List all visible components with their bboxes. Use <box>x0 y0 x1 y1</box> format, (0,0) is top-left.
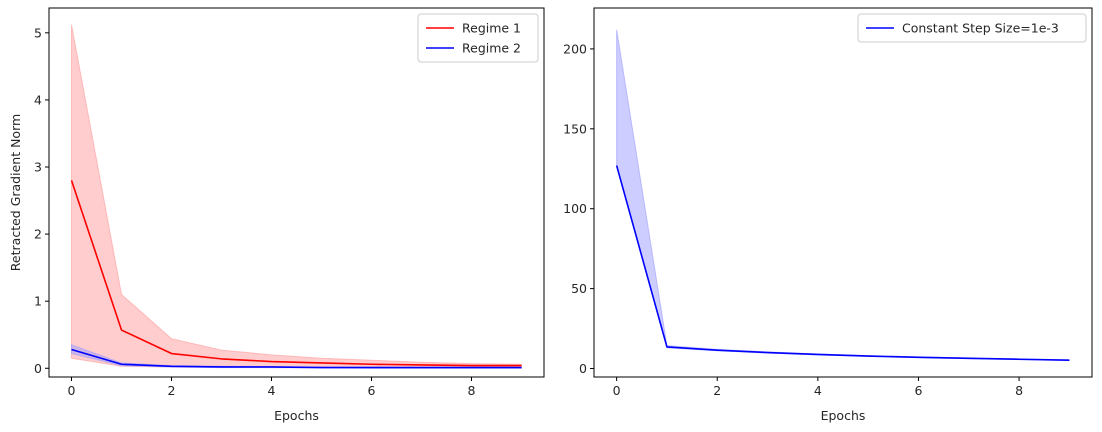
left-y-tick-label: 3 <box>34 160 42 175</box>
right-plot-frame <box>593 7 1093 378</box>
left-y-tick-label: 1 <box>34 294 42 309</box>
left-y-axis-title: Retracted Gradient Norm <box>8 114 23 271</box>
right-y-tick-label: 100 <box>563 201 587 216</box>
right-y-tick-label: 0 <box>579 361 587 376</box>
right-legend-label-1: Constant Step Size=1e-3 <box>902 21 1059 36</box>
right-legend: Constant Step Size=1e-3 <box>857 13 1087 43</box>
right-x-tick-label: 0 <box>613 383 621 398</box>
left-legend-label-1: Regime 1 <box>462 21 521 36</box>
left-x-tick-label: 8 <box>468 383 476 398</box>
right-series-line-1 <box>615 165 1070 362</box>
right-band-1 <box>616 29 1070 362</box>
right-x-tick-label: 6 <box>914 383 922 398</box>
left-x-axis-title: Epochs <box>274 408 319 423</box>
left-y-tick-label: 0 <box>34 361 42 376</box>
left-band-1 <box>71 24 522 369</box>
right-x-tick-label: 8 <box>1015 383 1023 398</box>
right-y-tick-label: 50 <box>571 281 587 296</box>
left-chart-panel: 0 2 4 6 8 0 1 2 3 4 5 Epochs Retracted Gradient N… <box>8 7 545 423</box>
left-legend-label-2: Regime 2 <box>462 41 521 56</box>
left-y-tick-label: 5 <box>34 25 42 40</box>
left-legend: Regime 1 Regime 2 <box>417 13 539 63</box>
left-y-tick-label: 4 <box>34 92 42 107</box>
right-chart-panel: 0 2 4 6 8 0 50 100 150 200 Epochs Constant Step … <box>563 7 1093 423</box>
right-y-tick-label: 200 <box>563 41 587 56</box>
right-x-tick-label: 4 <box>814 383 822 398</box>
left-series-line-2 <box>71 348 522 369</box>
left-x-tick-label: 0 <box>68 383 76 398</box>
right-y-tick-label: 150 <box>563 121 587 136</box>
left-x-tick-label: 6 <box>368 383 376 398</box>
right-legend-box <box>857 13 1087 43</box>
left-x-tick-label: 4 <box>268 383 276 398</box>
left-legend-box <box>417 13 539 63</box>
left-series-line-1 <box>70 180 522 367</box>
left-y-tick-label: 2 <box>34 227 42 242</box>
right-x-tick-label: 2 <box>713 383 721 398</box>
right-x-axis-title: Epochs <box>821 408 866 423</box>
left-x-tick-label: 2 <box>168 383 176 398</box>
left-plot-frame <box>48 7 545 378</box>
